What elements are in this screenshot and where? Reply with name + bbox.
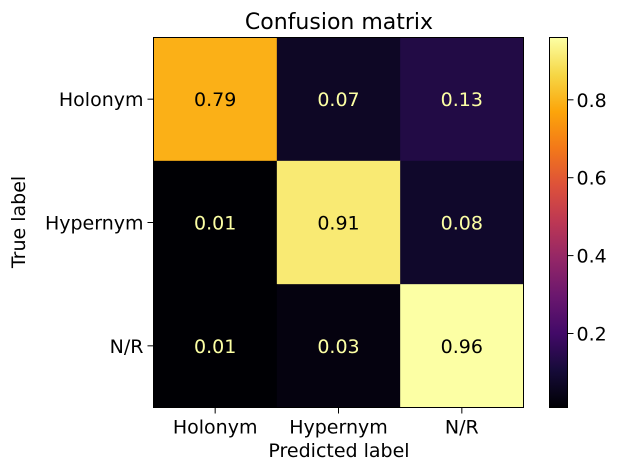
y-axis: Holonym Hypernym N/R (45, 89, 154, 358)
heatmap-cell (400, 37, 524, 162)
cell-value-label: 0.07 (317, 89, 359, 111)
cell-value-label: 0.79 (194, 89, 236, 111)
cell-value-label: 0.96 (441, 336, 483, 358)
cell-value-label: 0.91 (317, 213, 359, 235)
heatmap-cell (276, 284, 401, 408)
colorbar-ticks: 0.2 0.4 0.6 0.8 (567, 90, 607, 346)
heatmap-cell (153, 284, 278, 408)
colorbar-tick-label: 0.6 (577, 168, 607, 190)
heatmap-cells (153, 37, 524, 408)
colorbar-tick-label: 0.2 (577, 324, 607, 346)
x-axis-label: Predicted label (268, 440, 409, 462)
heatmap-cell (153, 160, 278, 285)
heatmap-cell (153, 37, 278, 162)
cell-value-label: 0.13 (441, 89, 483, 111)
x-tick-label: Holonym (173, 417, 258, 439)
colorbar-tick-label: 0.8 (577, 90, 607, 112)
cell-value-label: 0.03 (317, 336, 359, 358)
heatmap-cell (276, 37, 401, 162)
chart-title: Confusion matrix (245, 10, 433, 35)
colorbar (549, 37, 568, 408)
colorbar-tick-label: 0.4 (577, 246, 607, 268)
cell-value-label: 0.01 (194, 213, 236, 235)
x-tick-label: N/R (445, 417, 479, 439)
cell-value-label: 0.08 (441, 213, 483, 235)
cell-value-label: 0.01 (194, 336, 236, 358)
y-tick-label: Hypernym (45, 213, 144, 235)
heatmap-cell (400, 284, 524, 408)
y-tick-label: N/R (110, 336, 144, 358)
x-tick-label: Hypernym (289, 417, 388, 439)
y-tick-label: Holonym (59, 89, 144, 111)
y-axis-label: True label (8, 176, 30, 269)
heatmap-cell (276, 160, 401, 285)
x-axis: Holonym Hypernym N/R (173, 407, 479, 439)
cell-value-labels: 0.79 0.07 0.13 0.01 0.91 0.08 0.01 0.03 0.96 (194, 89, 483, 358)
heatmap-cell (400, 160, 524, 285)
